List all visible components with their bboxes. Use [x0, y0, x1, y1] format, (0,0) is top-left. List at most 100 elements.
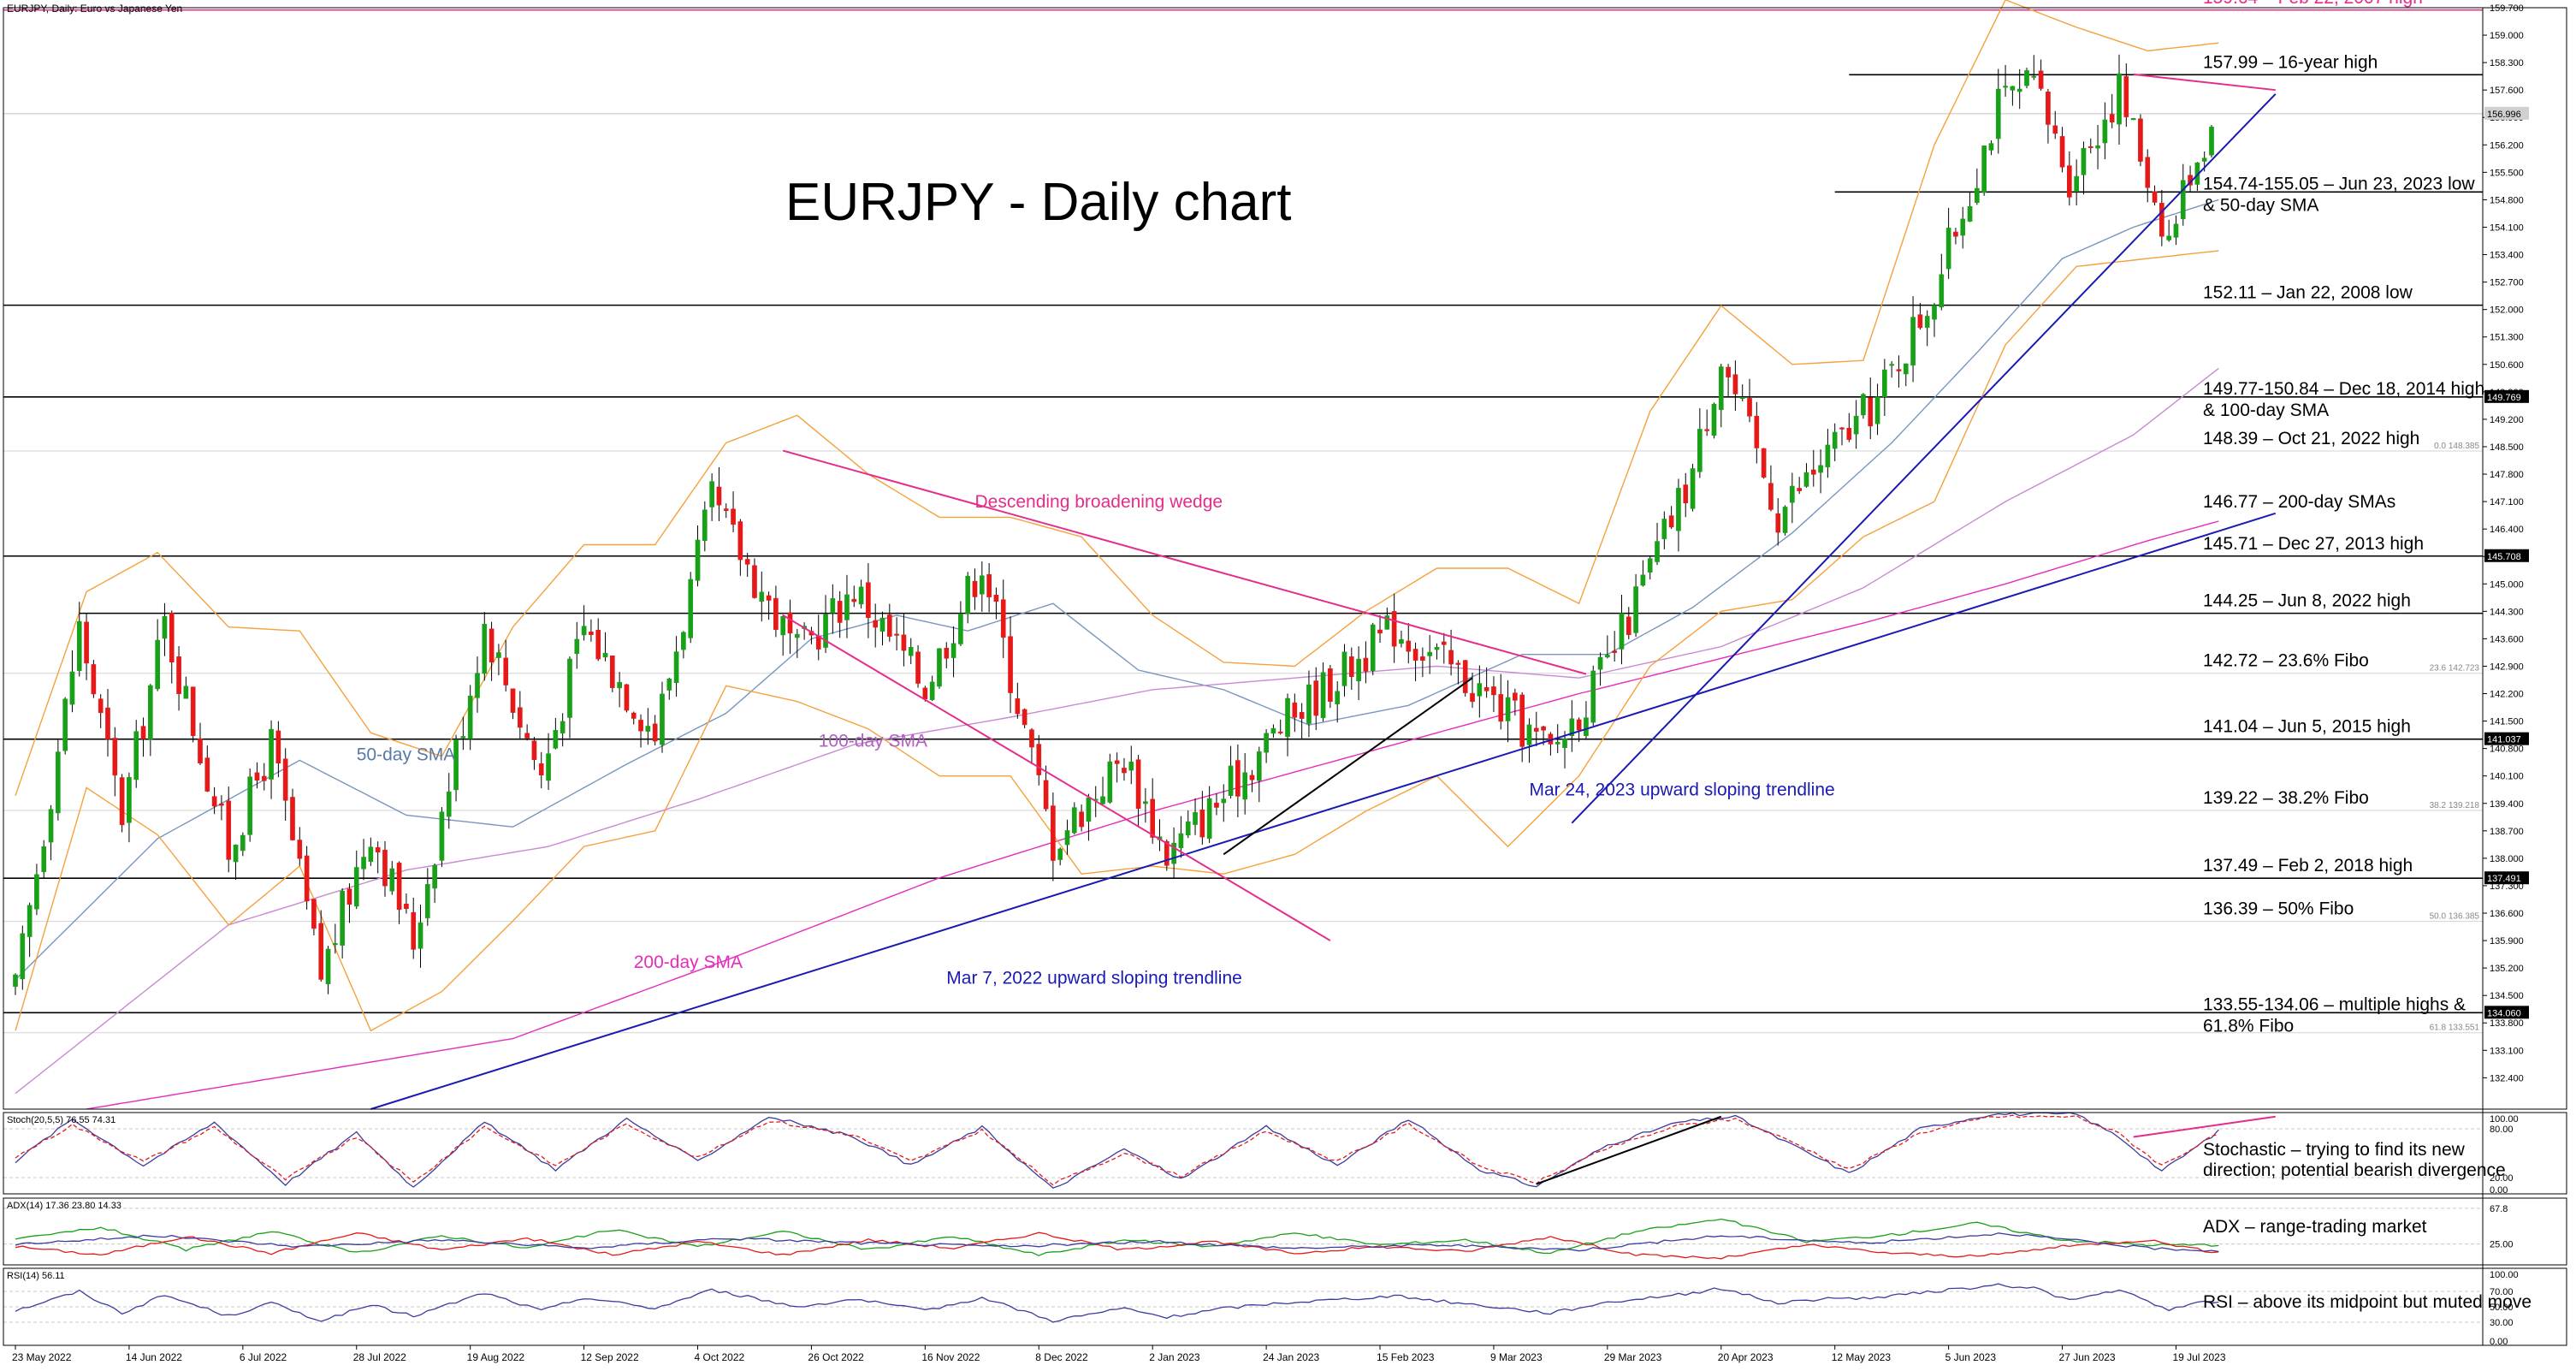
candle-body	[1071, 807, 1077, 834]
candle-body	[1690, 468, 1696, 509]
level-label: & 50-day SMA	[2203, 195, 2318, 215]
candle-body	[190, 686, 196, 737]
candle-body	[2173, 223, 2179, 238]
price-tick-label: 135.900	[2490, 936, 2524, 947]
candle-body	[1647, 558, 1653, 573]
candle-body	[2159, 203, 2164, 237]
candle-body	[1825, 444, 1831, 467]
candle-body	[886, 614, 892, 637]
candle-body	[773, 597, 779, 630]
candle-body	[148, 685, 153, 740]
date-tick-label: 16 Nov 2022	[921, 1351, 980, 1363]
candle-body	[2123, 76, 2129, 117]
series-line	[15, 0, 2219, 796]
candle-body	[2046, 92, 2051, 125]
level-label: 157.99 – 16-year high	[2203, 52, 2378, 72]
candle-body	[2059, 136, 2065, 168]
candle-body	[538, 763, 544, 775]
candle-body	[666, 679, 672, 691]
date-tick-label: 19 Aug 2022	[467, 1351, 525, 1363]
level-label: 141.04 – Jun 5, 2015 high	[2203, 717, 2411, 737]
candle-body	[368, 846, 374, 863]
last-price-tag	[2484, 106, 2529, 120]
stoch-divergence-line	[2133, 1115, 2276, 1138]
candle-body	[204, 757, 210, 792]
candle-body	[972, 580, 978, 597]
candle-body	[602, 652, 608, 658]
candle-body	[91, 664, 97, 695]
candle-body	[198, 738, 203, 764]
rsi-tick-label: 0.00	[2490, 1337, 2508, 1347]
price-tick-label: 147.100	[2490, 497, 2524, 507]
last-price-label: 156.996	[2487, 110, 2521, 120]
candle-body	[1584, 717, 1589, 737]
panel-frame	[3, 1112, 2567, 1195]
candle-body	[446, 791, 452, 817]
candle-body	[1945, 228, 1951, 270]
candle-body	[944, 648, 950, 659]
fibo-label: 38.2 139.218	[2430, 801, 2480, 810]
candle-body	[1761, 448, 1767, 478]
candle-body	[866, 582, 871, 619]
candle-body	[290, 797, 295, 840]
date-tick-label: 23 May 2022	[12, 1351, 72, 1363]
candle-body	[1768, 483, 1774, 510]
candle-body	[425, 884, 430, 918]
candle-body	[929, 681, 935, 700]
candle-body	[1128, 761, 1134, 771]
candle-body	[744, 559, 750, 565]
candle-body	[1995, 88, 2001, 139]
candle-body	[1107, 761, 1113, 803]
candle-body	[1470, 692, 1475, 703]
level-label: 149.77-150.84 – Dec 18, 2014 high	[2203, 379, 2484, 399]
fibo-label: 61.8 133.551	[2430, 1024, 2480, 1033]
candle-body	[617, 681, 622, 689]
candle-body	[787, 612, 793, 634]
price-tick-label: 138.700	[2490, 827, 2524, 837]
price-tick-label: 142.900	[2490, 662, 2524, 672]
stoch-tick-label: 20.00	[2490, 1173, 2514, 1184]
candle-body	[1341, 651, 1347, 686]
level-axis-tag	[2484, 389, 2529, 403]
candle-body	[731, 508, 736, 525]
candle-body	[1057, 848, 1063, 860]
candle-body	[2024, 70, 2029, 86]
price-tick-label: 147.800	[2490, 470, 2524, 480]
price-tick-label: 136.600	[2490, 909, 2524, 919]
stoch-tick-label: 80.00	[2490, 1125, 2514, 1135]
candle-body	[1370, 624, 1376, 671]
candle-body	[475, 673, 480, 698]
price-tick-label: 151.300	[2490, 333, 2524, 343]
candle-body	[2052, 125, 2058, 134]
candle-body	[1739, 397, 1745, 400]
candle-body	[155, 639, 160, 690]
adx-line	[15, 1232, 2219, 1253]
adx-minus-di-line	[15, 1232, 2219, 1260]
candle-body	[1683, 484, 1689, 503]
candle-body	[1285, 697, 1290, 738]
candle-body	[1797, 488, 1802, 491]
price-tick-label: 149.200	[2490, 415, 2524, 425]
candle-body	[1975, 187, 1980, 203]
candle-body	[524, 733, 530, 739]
candle-body	[660, 693, 665, 745]
candle-body	[1676, 488, 1681, 531]
candle-body	[2074, 175, 2079, 193]
candle-body	[1967, 205, 1973, 222]
candle-body	[1732, 374, 1738, 395]
stoch-d-line	[15, 1114, 2219, 1186]
candle-body	[254, 772, 260, 781]
candle-body	[1348, 656, 1354, 677]
candle-body	[1932, 305, 1937, 320]
trendline	[370, 512, 2277, 1110]
candle-body	[844, 594, 850, 620]
candle-body	[2201, 157, 2207, 162]
candle-body	[531, 740, 537, 760]
price-tick-label: 157.600	[2490, 86, 2524, 96]
candle-body	[1122, 768, 1127, 774]
level-axis-tag-text: 149.769	[2487, 393, 2521, 403]
rsi-tick-label: 30.00	[2490, 1318, 2514, 1328]
candle-body	[780, 616, 786, 636]
candle-body	[915, 651, 921, 684]
candle-body	[1562, 739, 1567, 748]
